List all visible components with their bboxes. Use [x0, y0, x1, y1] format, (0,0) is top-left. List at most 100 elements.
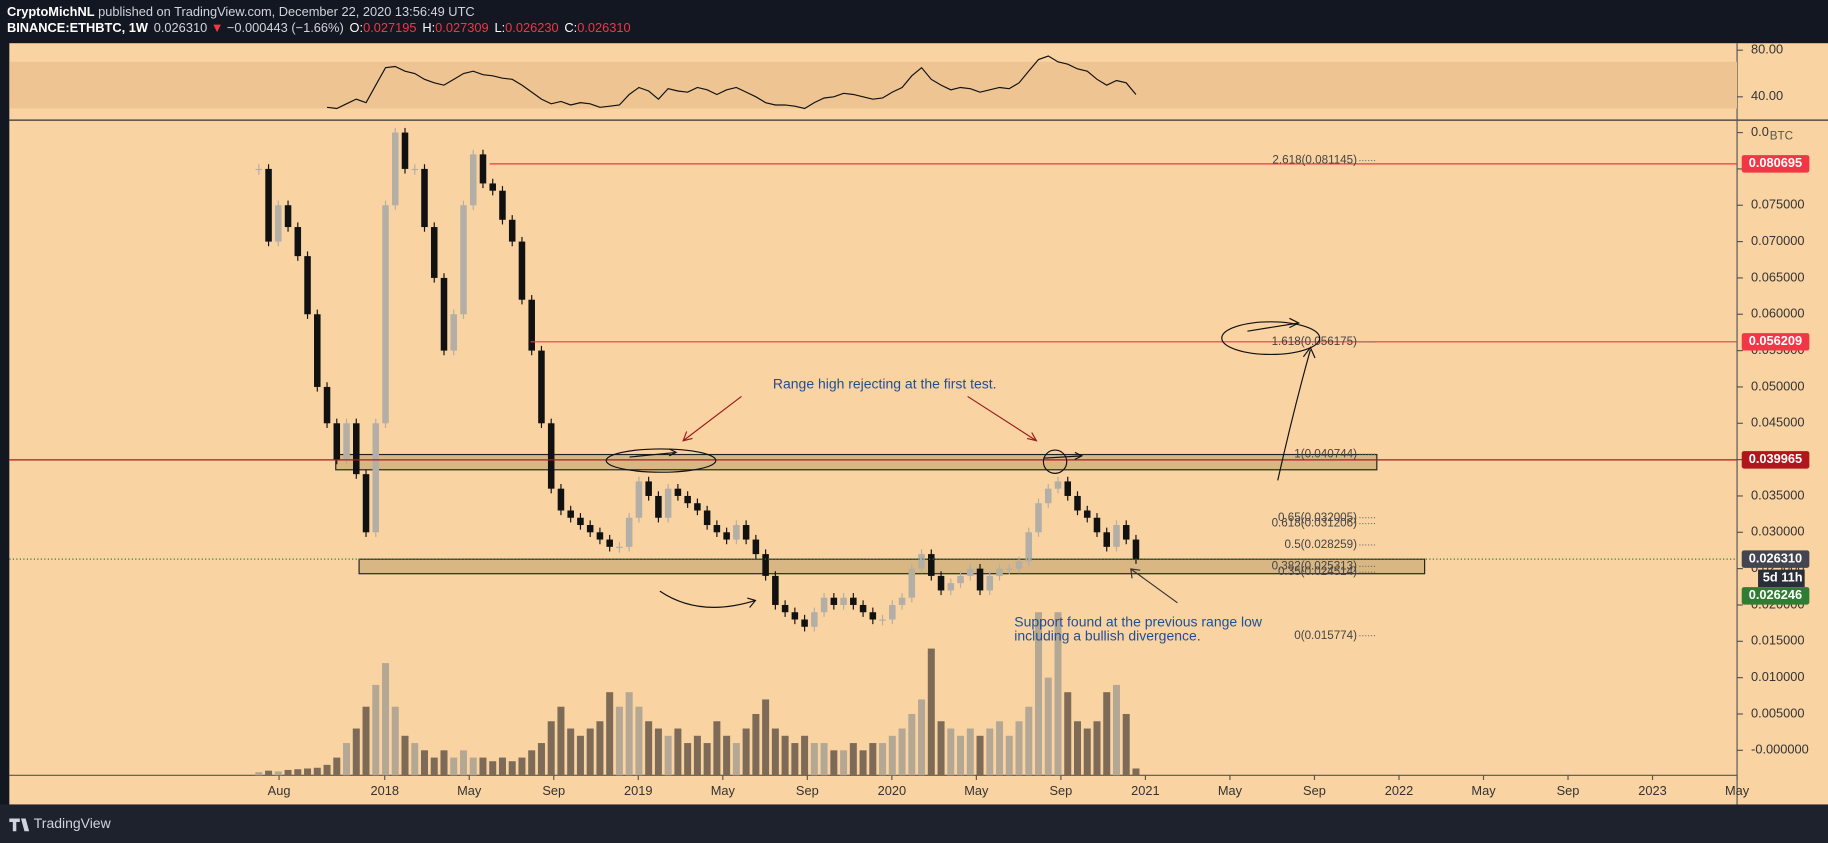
- candle-body: [898, 597, 906, 605]
- candle-body: [1083, 510, 1091, 518]
- candle-body: [811, 612, 818, 627]
- countdown-tag: [1758, 569, 1805, 588]
- volume-bar: [840, 750, 848, 776]
- candle-body: [508, 219, 516, 242]
- rsi-tick-label: 40.00: [1751, 88, 1783, 103]
- volume-bar: [703, 743, 711, 776]
- volume-bar: [986, 728, 994, 776]
- y-tick-label: 0.075000: [1751, 197, 1804, 212]
- volume-bar: [888, 735, 896, 776]
- volume-bar: [1005, 735, 1013, 776]
- fib-label: 0.382(0.025313): [1272, 559, 1358, 572]
- volume-bar: [352, 728, 360, 776]
- volume-bar: [976, 735, 984, 776]
- candle-body: [557, 488, 565, 511]
- volume-bar: [1035, 612, 1043, 776]
- volume-bar: [830, 750, 838, 776]
- price-tag: [1741, 550, 1810, 568]
- candle-body: [284, 205, 292, 228]
- volume-bar: [479, 757, 487, 776]
- volume-bar: [742, 728, 750, 776]
- fib-label: 0.5(0.028259): [1285, 538, 1358, 551]
- volume-bar: [1083, 728, 1091, 776]
- fib-label: 2.618(0.081145): [1272, 154, 1357, 167]
- volume-bar: [596, 721, 604, 776]
- volume-bar: [1073, 721, 1081, 776]
- x-tick-label: Sep: [542, 783, 565, 798]
- candle-body: [664, 488, 672, 518]
- volume-bar: [732, 743, 740, 776]
- candle-body: [538, 350, 545, 424]
- x-tick-label: May: [457, 783, 482, 798]
- change: −0.000443 (−1.66%): [227, 21, 344, 36]
- volume-bar: [606, 692, 614, 776]
- candle-body: [937, 575, 945, 591]
- candle-body: [820, 597, 828, 613]
- volume-bar: [947, 728, 955, 776]
- y-tick-label: 0.015000: [1751, 633, 1804, 648]
- candle-body: [694, 503, 701, 511]
- candle-body: [528, 299, 535, 351]
- volume-bar: [508, 761, 516, 776]
- volume-bar: [450, 757, 458, 776]
- candle-body: [372, 423, 380, 533]
- candle-body: [401, 132, 409, 169]
- x-tick-label: 2019: [624, 783, 653, 798]
- drawing-arrow: [1130, 568, 1178, 604]
- candle-body: [1074, 495, 1081, 511]
- extra-tag: [1741, 587, 1810, 605]
- y-tick-label: -0.000000: [1751, 742, 1809, 757]
- volume-bar: [898, 728, 906, 776]
- candle-body: [947, 583, 955, 591]
- fib-label: 0.618(0.031206): [1272, 517, 1358, 530]
- ohlc-key: L:: [494, 21, 505, 36]
- volume-bar: [966, 728, 974, 776]
- fib-label: 1(0.040744): [1294, 447, 1357, 460]
- candle-body: [1015, 561, 1023, 569]
- candle-body: [547, 423, 555, 489]
- candle-body: [879, 619, 886, 621]
- volume-bar: [1015, 721, 1023, 776]
- candle-body: [1044, 488, 1052, 504]
- volume-bar: [908, 713, 916, 776]
- volume-bar: [1112, 684, 1120, 776]
- volume-bar: [918, 699, 926, 776]
- candle-body: [265, 168, 272, 242]
- volume-bar: [810, 743, 818, 776]
- candle-body: [450, 314, 457, 351]
- candle-body: [1113, 525, 1120, 547]
- candle-body: [567, 510, 574, 518]
- volume-bar: [586, 728, 594, 776]
- candle-body: [723, 532, 730, 540]
- y-tick-label: 0.045000: [1751, 415, 1804, 430]
- volume-bar: [723, 735, 731, 776]
- volume-bar: [664, 735, 672, 776]
- zone: [358, 558, 1426, 575]
- price-panel: 2.618(0.081145) 1.618(0.056175) 1(0.040744…: [9, 127, 1738, 776]
- volume-bar: [430, 757, 438, 776]
- volume-bar: [284, 769, 292, 776]
- price-tag-label: 0.026310: [1749, 551, 1802, 566]
- candle-body: [518, 241, 526, 300]
- candle-body: [323, 386, 331, 424]
- volume-bar: [440, 750, 448, 776]
- volume-bar: [713, 721, 721, 776]
- drawing-arrow: [1247, 317, 1301, 332]
- rsi-line: [326, 55, 1137, 110]
- volume-bar: [781, 735, 789, 776]
- candle-body: [479, 154, 487, 184]
- volume-bar: [957, 735, 965, 776]
- volume-bar: [294, 769, 302, 776]
- candle-body: [655, 495, 662, 518]
- price-tag-label: 0.080695: [1749, 155, 1802, 170]
- candle-body: [801, 619, 808, 627]
- candle-body: [1132, 539, 1140, 560]
- price-tag: [1741, 333, 1810, 351]
- candle-body: [440, 277, 448, 351]
- candle-body: [294, 227, 302, 257]
- volume-bar: [265, 770, 273, 776]
- candle-body: [391, 132, 399, 206]
- volume-bar: [528, 750, 536, 776]
- ohlc-key: C:: [564, 21, 577, 36]
- candle-body: [850, 597, 857, 605]
